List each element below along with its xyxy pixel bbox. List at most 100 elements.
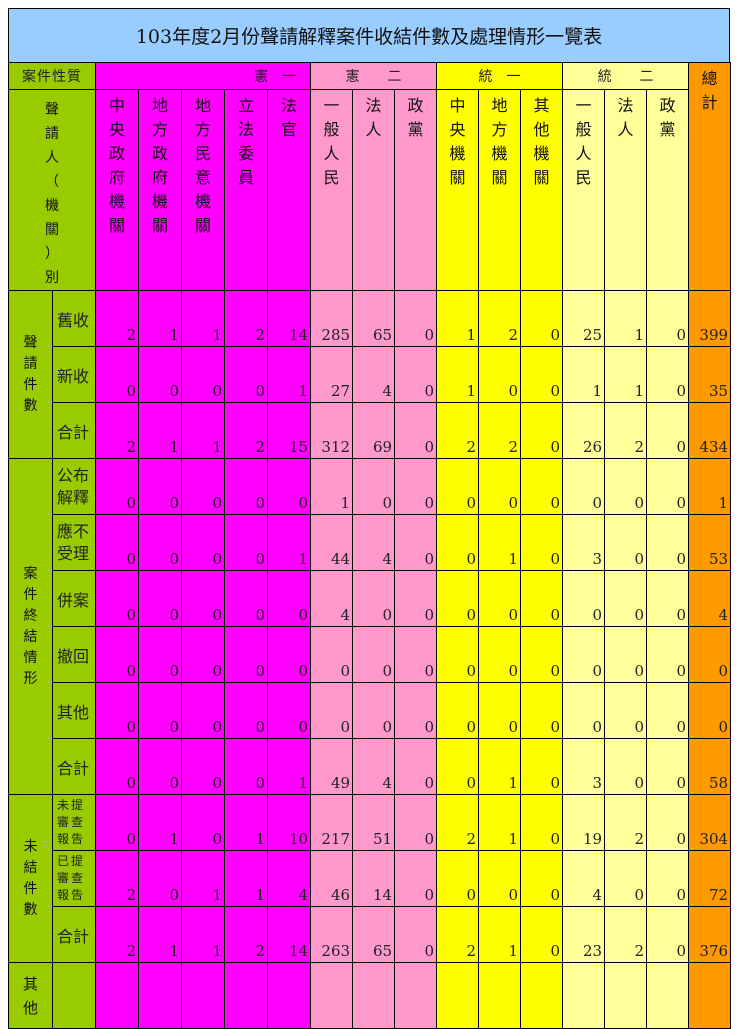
value-cell: 0 [604, 626, 648, 683]
value-cell: 0 [352, 458, 396, 515]
value-cell: 0 [310, 626, 354, 683]
value-cell: 26 [562, 402, 606, 459]
value-cell: 14 [352, 850, 396, 907]
column-header-cell: 中央政府機關 [95, 89, 139, 291]
value-cell: 312 [310, 402, 354, 459]
total-cell: 376 [688, 906, 732, 963]
value-cell: 0 [266, 570, 312, 627]
value-cell: 0 [394, 570, 438, 627]
row-label: 舊收 [52, 290, 96, 347]
value-cell: 3 [562, 738, 606, 795]
row-label: 應不受理 [52, 514, 96, 571]
value-cell: 65 [352, 290, 396, 347]
value-cell: 51 [352, 794, 396, 851]
value-cell: 49 [310, 738, 354, 795]
value-cell: 1 [138, 402, 182, 459]
value-cell: 1 [604, 346, 648, 403]
value-cell: 2 [95, 850, 139, 907]
value-cell: 0 [646, 402, 690, 459]
value-cell [224, 962, 268, 1029]
statistics-sheet: 103年度2月份聲請解釋案件收結件數及處理情形一覽表 案件性質 憲 一 憲 二 … [8, 8, 732, 1029]
table-row: 合計 0 0 0 0 1 49 4 0 0 1 0 3 0 0 58 [9, 738, 732, 795]
value-cell: 0 [394, 850, 438, 907]
value-cell: 1 [224, 850, 268, 907]
value-cell: 0 [478, 626, 522, 683]
value-cell: 0 [604, 850, 648, 907]
value-cell: 0 [394, 346, 438, 403]
value-cell: 0 [520, 906, 564, 963]
value-cell: 1 [138, 794, 182, 851]
total-cell: 0 [688, 626, 732, 683]
value-cell: 0 [646, 794, 690, 851]
value-cell: 0 [520, 570, 564, 627]
value-cell: 2 [436, 906, 480, 963]
column-header: 其他機關 [533, 96, 550, 187]
column-header: 地方民意機關 [194, 96, 211, 235]
value-cell: 0 [95, 738, 139, 795]
value-cell: 0 [352, 682, 396, 739]
value-cell: 0 [224, 626, 268, 683]
group-header-xian2: 憲 二 [310, 62, 438, 90]
row-label: 公布解釋 [52, 458, 96, 515]
value-cell: 0 [646, 570, 690, 627]
column-header: 一般人民 [575, 96, 592, 187]
sheet-title: 103年度2月份聲請解釋案件收結件數及處理情形一覽表 [8, 8, 730, 62]
statistics-table: 案件性質 憲 一 憲 二 統 一 統 二 總計 聲請人（機關）別 中央政府機關 地… [8, 62, 732, 1029]
value-cell: 0 [266, 682, 312, 739]
value-cell: 2 [436, 794, 480, 851]
table-row: 其他 0 0 0 0 0 0 0 0 0 0 0 0 0 0 0 [9, 682, 732, 739]
value-cell: 2 [478, 402, 522, 459]
value-cell: 0 [138, 626, 182, 683]
value-cell [478, 962, 522, 1029]
value-cell [310, 962, 354, 1029]
value-cell: 0 [646, 290, 690, 347]
table-row: 未結件數 未提審查報告 0 1 0 1 10 217 51 0 2 1 0 19 2 0 304 [8, 794, 732, 963]
value-cell: 0 [604, 738, 648, 795]
value-cell: 0 [562, 626, 606, 683]
value-cell: 0 [181, 570, 225, 627]
row-label: 新收 [52, 346, 96, 403]
total-cell: 4 [688, 570, 732, 627]
value-cell: 217 [310, 794, 354, 851]
value-cell: 0 [520, 402, 564, 459]
value-cell [266, 962, 312, 1029]
value-cell: 0 [646, 458, 690, 515]
value-cell: 0 [604, 458, 648, 515]
value-cell: 0 [394, 682, 438, 739]
value-cell: 0 [224, 458, 268, 515]
value-cell: 0 [604, 682, 648, 739]
header-applicant-cell: 聲請人（機關）別 [8, 89, 96, 291]
value-cell: 2 [224, 290, 268, 347]
value-cell: 1 [436, 290, 480, 347]
group-header-xian1: 憲 一 [94, 62, 312, 90]
column-header: 法人 [365, 96, 382, 139]
total-cell: 72 [688, 850, 732, 907]
value-cell: 4 [352, 346, 396, 403]
value-cell: 0 [394, 514, 438, 571]
column-header: 政黨 [407, 96, 424, 139]
value-cell: 2 [95, 290, 139, 347]
value-cell: 0 [138, 570, 182, 627]
column-header-cell: 中央機關 [436, 89, 480, 291]
value-cell: 0 [224, 514, 268, 571]
row-label [52, 962, 96, 1029]
value-cell: 1 [181, 402, 225, 459]
column-header: 法官 [281, 96, 298, 139]
value-cell: 0 [520, 290, 564, 347]
value-cell: 2 [604, 794, 648, 851]
column-header-cell: 其他機關 [520, 89, 564, 291]
table-row: 已提審查報告 2 0 1 1 4 46 14 0 0 0 0 4 0 0 72 [9, 850, 732, 907]
column-header: 中央政府機關 [108, 96, 125, 235]
value-cell: 1 [478, 906, 522, 963]
value-cell: 0 [646, 682, 690, 739]
value-cell: 0 [646, 906, 690, 963]
row-label: 合計 [52, 906, 96, 963]
column-header-cell: 政黨 [646, 89, 690, 291]
value-cell: 0 [520, 682, 564, 739]
value-cell: 0 [520, 514, 564, 571]
section-label-cell: 案件終結情形 [8, 458, 53, 795]
value-cell: 4 [352, 738, 396, 795]
value-cell: 4 [352, 514, 396, 571]
column-header: 立法委員 [237, 96, 254, 187]
table-row: 應不受理 0 0 0 0 1 44 4 0 0 1 0 3 0 0 53 [9, 514, 732, 571]
